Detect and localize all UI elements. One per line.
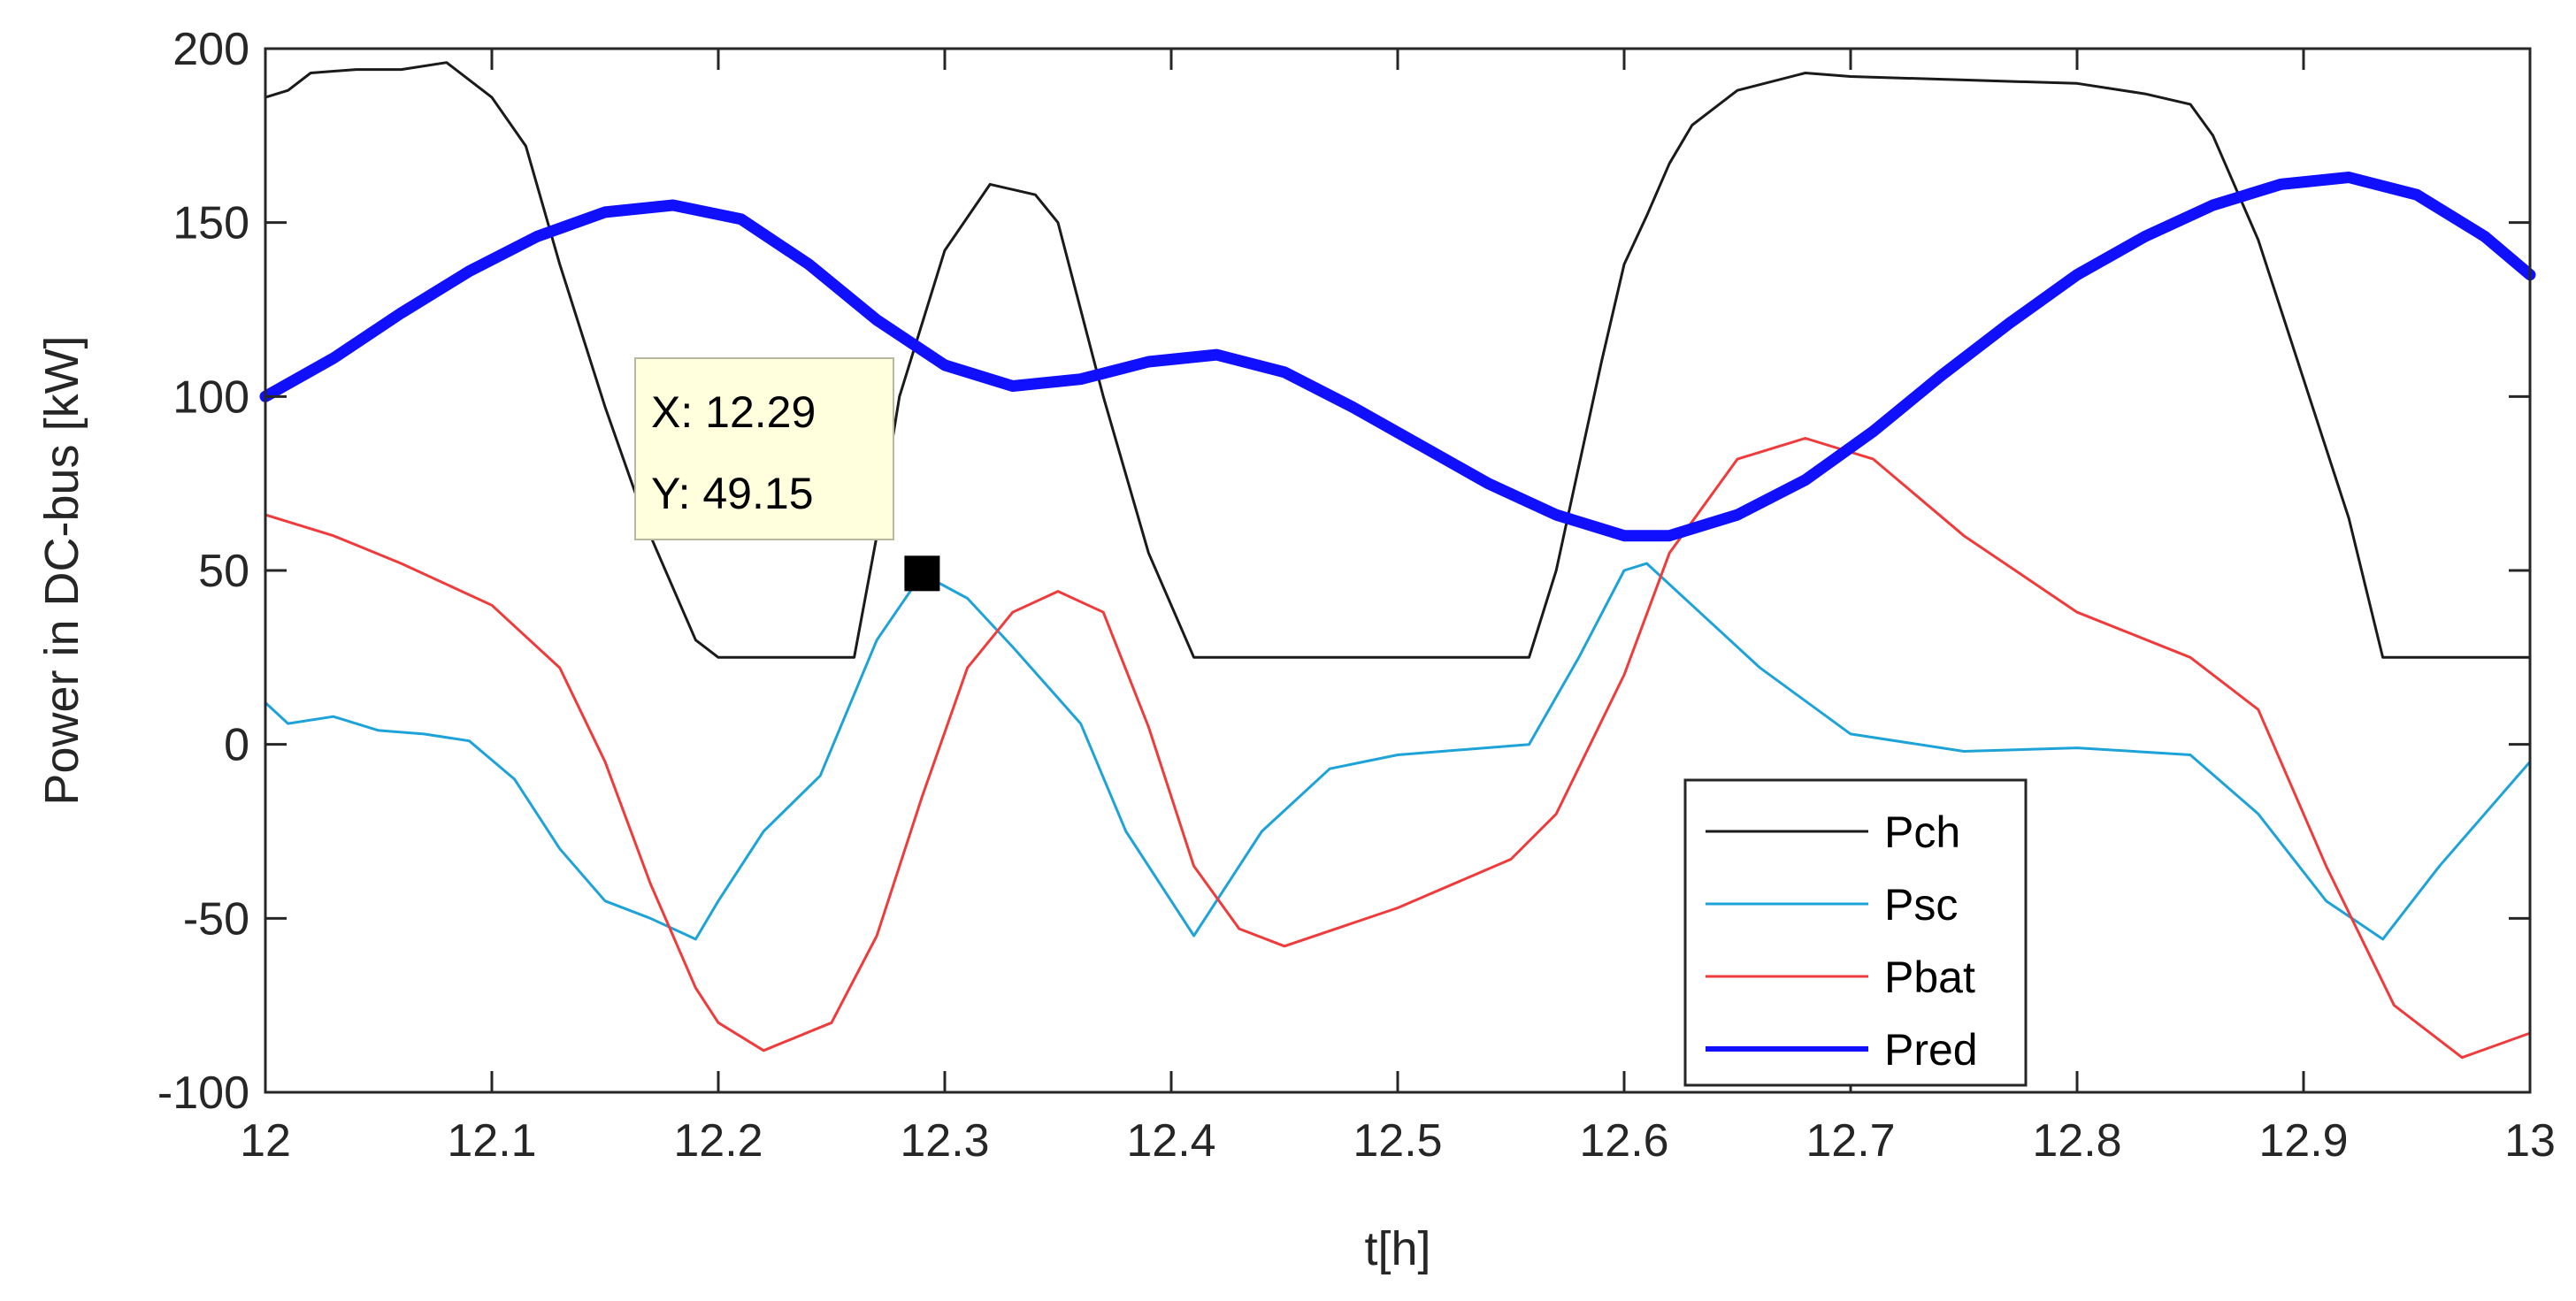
x-tick-label: 12.6 xyxy=(1579,1115,1668,1167)
x-tick-labels: 12 12.1 12.2 12.3 12.4 12.5 12.6 12.7 12.8 12.9 13 xyxy=(240,1115,2556,1167)
datatip-box xyxy=(634,357,894,540)
x-axis-label: t[h] xyxy=(1364,1222,1430,1275)
y-tick-label: 150 xyxy=(172,198,249,249)
y-tick-label: 200 xyxy=(172,24,249,75)
x-tick-label: 12.2 xyxy=(673,1115,763,1167)
x-tick-label: 12.3 xyxy=(900,1115,989,1167)
y-tick-label: 100 xyxy=(172,371,249,423)
axis-ticks xyxy=(264,47,2532,1094)
series-line-psc xyxy=(264,562,2532,941)
y-tick-label: 50 xyxy=(198,546,249,597)
series-layer xyxy=(259,61,2536,1060)
legend: Pch Psc Pbat Pred xyxy=(1683,778,2028,1087)
datatip-y-label: Y: 49.15 xyxy=(651,469,814,518)
x-tick-label: 13 xyxy=(2504,1115,2556,1167)
y-tick-label: -100 xyxy=(157,1068,249,1119)
series-line-pred xyxy=(259,172,2536,542)
y-tick-labels: -100 -50 0 50 100 150 200 xyxy=(157,24,249,1119)
legend-label-psc: Psc xyxy=(1884,880,1958,930)
legend-label-pbat: Pbat xyxy=(1884,953,1975,1002)
y-axis-label: Power in DC-bus [kW] xyxy=(35,335,88,805)
x-tick-label: 12.1 xyxy=(447,1115,536,1167)
plot-area xyxy=(265,49,2530,1092)
series-line-pch xyxy=(264,61,2532,659)
datatip-x-label: X: 12.29 xyxy=(651,387,816,437)
legend-label-pch: Pch xyxy=(1884,807,1960,857)
y-tick-label: -50 xyxy=(183,893,249,945)
x-tick-label: 12.4 xyxy=(1126,1115,1215,1167)
y-tick-label: 0 xyxy=(224,720,249,771)
x-tick-label: 12 xyxy=(240,1115,291,1167)
datatip-marker[interactable] xyxy=(904,555,940,592)
x-tick-label: 12.7 xyxy=(1806,1115,1895,1167)
x-tick-label: 12.9 xyxy=(2258,1115,2348,1167)
series-line-pbat xyxy=(264,437,2532,1060)
legend-label-pred: Pred xyxy=(1884,1025,1978,1075)
x-tick-label: 12.5 xyxy=(1353,1115,1442,1167)
datatip[interactable]: X: 12.29 Y: 49.15 xyxy=(634,357,940,592)
x-tick-label: 12.8 xyxy=(2032,1115,2121,1167)
